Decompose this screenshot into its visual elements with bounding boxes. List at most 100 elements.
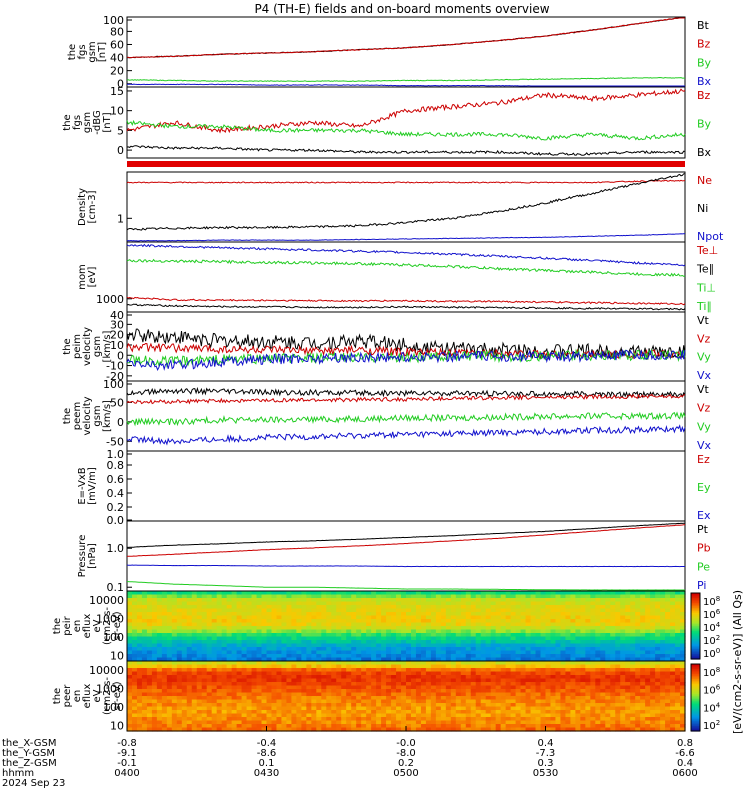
heatmap-cell — [216, 727, 223, 732]
heatmap-cell — [196, 654, 203, 659]
y-tick-label: 10 — [110, 105, 124, 118]
heatmap-cell — [485, 710, 492, 715]
heatmap-cell — [625, 675, 631, 680]
heatmap-cell — [201, 692, 208, 697]
heatmap-cell — [356, 647, 362, 652]
heatmap-cell — [620, 713, 626, 718]
heatmap-cell — [445, 594, 452, 599]
heatmap-cell — [645, 678, 651, 683]
heatmap-cell — [490, 647, 497, 652]
heatmap-cell — [181, 678, 188, 683]
heatmap-cell — [490, 601, 497, 606]
heatmap-cell — [386, 699, 392, 704]
heatmap-cell — [570, 605, 576, 610]
heatmap-cell — [430, 615, 437, 620]
heatmap-cell — [475, 710, 482, 715]
heatmap-cell — [455, 654, 462, 659]
heatmap-cell — [156, 601, 163, 606]
heatmap-cell — [615, 619, 621, 624]
heatmap-cell — [181, 710, 188, 715]
heatmap-cell — [306, 657, 312, 662]
heatmap-cell — [251, 615, 258, 620]
heatmap-cell — [485, 629, 492, 634]
heatmap-cell — [525, 608, 532, 613]
x-tick-label: 0530 — [533, 768, 558, 779]
heatmap-cell — [306, 703, 312, 708]
heatmap-cell — [216, 647, 223, 652]
heatmap-cell — [625, 706, 631, 711]
heatmap-cell — [376, 591, 382, 596]
heatmap-cell — [331, 594, 337, 599]
colorbar-swatch — [691, 707, 700, 710]
heatmap-cell — [560, 727, 567, 732]
heatmap-cell — [590, 626, 596, 631]
heatmap-cell — [435, 682, 442, 687]
heatmap-cell — [455, 703, 462, 708]
heatmap-cell — [166, 682, 173, 687]
heatmap-cell — [410, 664, 417, 669]
heatmap-cell — [645, 657, 651, 662]
heatmap-cell — [326, 671, 332, 676]
heatmap-cell — [435, 636, 442, 641]
heatmap-cell — [136, 654, 143, 659]
heatmap-cell — [256, 615, 263, 620]
heatmap-cell — [316, 671, 322, 676]
heatmap-cell — [356, 619, 362, 624]
heatmap-cell — [346, 717, 352, 722]
heatmap-cell — [515, 636, 522, 641]
heatmap-cell — [530, 671, 537, 676]
heatmap-cell — [351, 650, 357, 655]
heatmap-cell — [675, 647, 681, 652]
heatmap-cell — [420, 633, 427, 638]
heatmap-cell — [196, 622, 203, 627]
heatmap-cell — [560, 591, 567, 596]
heatmap-cell — [525, 657, 532, 662]
heatmap-cell — [410, 724, 417, 729]
heatmap-cell — [266, 724, 273, 729]
heatmap-cell — [371, 619, 377, 624]
heatmap-cell — [440, 633, 447, 638]
heatmap-cell — [645, 703, 651, 708]
heatmap-cell — [490, 626, 497, 631]
heatmap-cell — [520, 689, 527, 694]
heatmap-cell — [176, 647, 183, 652]
heatmap-cell — [450, 661, 457, 666]
heatmap-cell — [206, 591, 213, 596]
heatmap-cell — [366, 615, 372, 620]
series-line — [126, 145, 686, 156]
heatmap-cell — [435, 696, 442, 701]
ylabel-line: the — [62, 408, 73, 424]
heatmap-cell — [301, 657, 307, 662]
heatmap-cell — [605, 696, 611, 701]
heatmap-cell — [580, 601, 586, 606]
heatmap-cell — [620, 643, 626, 648]
heatmap-cell — [445, 668, 452, 673]
heatmap-cell — [231, 626, 238, 631]
heatmap-cell — [361, 706, 367, 711]
heatmap-cell — [620, 689, 626, 694]
heatmap-cell — [650, 696, 656, 701]
heatmap-cell — [465, 608, 472, 613]
heatmap-cell — [630, 703, 636, 708]
heatmap-cell — [156, 671, 163, 676]
heatmap-cell — [391, 619, 397, 624]
heatmap-cell — [515, 601, 522, 606]
heatmap-cell — [445, 689, 452, 694]
colorbar-swatch — [691, 601, 700, 604]
heatmap-cell — [475, 591, 482, 596]
heatmap-cell — [291, 699, 297, 704]
heatmap-cell — [595, 717, 601, 722]
heatmap-cell — [346, 724, 352, 729]
heatmap-cell — [415, 619, 422, 624]
heatmap-cell — [171, 671, 178, 676]
heatmap-cell — [211, 650, 218, 655]
heatmap-cell — [361, 685, 367, 690]
heatmap-cell — [131, 720, 138, 725]
heatmap-cell — [430, 696, 437, 701]
heatmap-cell — [381, 650, 387, 655]
heatmap-cell — [211, 661, 218, 666]
heatmap-cell — [585, 647, 591, 652]
heatmap-cell — [366, 664, 372, 669]
heatmap-cell — [186, 696, 193, 701]
heatmap-cell — [415, 622, 422, 627]
